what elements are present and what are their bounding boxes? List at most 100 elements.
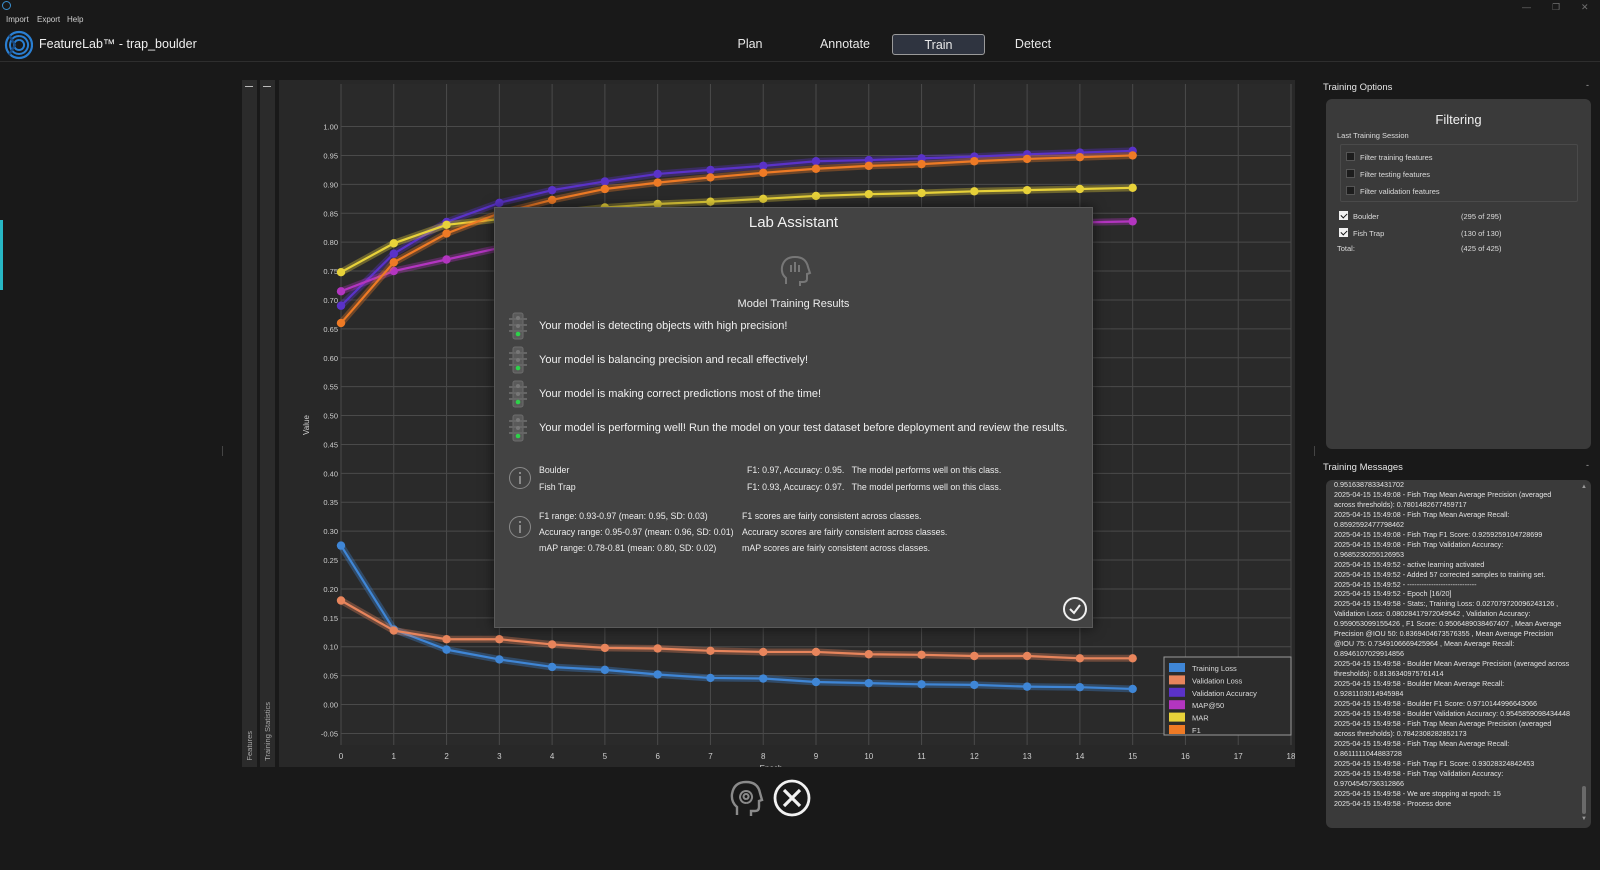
log-line: 2025-04-15 15:49:58 - Boulder F1 Score: … — [1334, 698, 1538, 708]
legend-label: Validation Loss — [1192, 676, 1243, 685]
stop-training-button[interactable] — [772, 778, 812, 818]
series-1 — [336, 596, 1137, 663]
data-point — [336, 268, 346, 277]
log-line: 2025-04-15 15:49:58 - Stats:, Training L… — [1334, 599, 1562, 659]
legend-label: MAP@50 — [1192, 701, 1224, 710]
data-point — [653, 169, 662, 179]
app-header: FeatureLab™ - trap_boulder Plan Annotate… — [0, 28, 1600, 62]
confirm-ok-button[interactable] — [1063, 597, 1087, 621]
y-tick-label: 0.65 — [323, 325, 338, 334]
collapse-messages-icon[interactable]: - — [1586, 460, 1589, 470]
minimize-icon[interactable]: — — [1522, 2, 1531, 12]
result-item: Your model is detecting objects with hig… — [507, 311, 1087, 341]
tab-annotate[interactable]: Annotate — [819, 37, 871, 51]
x-tick-label: 3 — [497, 752, 502, 761]
x-tick-label: 16 — [1181, 752, 1190, 761]
collapse-statistics-icon[interactable] — [263, 86, 271, 87]
data-point — [336, 287, 346, 296]
data-point — [389, 626, 398, 635]
x-tick-label: 15 — [1128, 752, 1137, 761]
scroll-up-icon[interactable]: ▲ — [1581, 484, 1587, 490]
menu-import[interactable]: Import — [6, 15, 29, 24]
data-point — [547, 185, 557, 195]
traffic-light-icon — [509, 312, 527, 340]
training-messages-log[interactable]: 0.9516387833431702 2025-04-15 15:49:08 - … — [1326, 480, 1591, 828]
data-point — [706, 646, 715, 655]
left-splitter-handle[interactable] — [222, 446, 223, 456]
x-tick-label: 7 — [708, 752, 713, 761]
x-tick-label: 17 — [1234, 752, 1243, 761]
result-item: Your model is making correct predictions… — [507, 379, 1087, 409]
series-line — [340, 186, 1133, 274]
menu-bar: Import Export Help — ❐ ✕ — [0, 0, 1600, 28]
tab-detect[interactable]: Detect — [1014, 37, 1052, 51]
featurelab-logo-icon — [4, 30, 33, 60]
last-session-label: Last Training Session — [1337, 131, 1409, 140]
tab-train[interactable]: Train — [892, 34, 985, 55]
data-point — [811, 191, 821, 201]
y-tick-label: 0.90 — [323, 180, 338, 189]
collapse-features-icon[interactable] — [245, 86, 253, 87]
x-tick-label: 12 — [970, 752, 979, 761]
filtering-card: Filtering Last Training Session Filter t… — [1326, 99, 1591, 449]
training-options-label: Training Options — [1323, 82, 1393, 93]
data-point — [811, 157, 821, 166]
data-point — [864, 650, 873, 659]
lab-assistant-button[interactable] — [728, 778, 764, 818]
data-point — [547, 662, 557, 672]
data-point — [1128, 654, 1137, 663]
data-point — [1075, 184, 1085, 194]
x-axis-label: Epoch — [760, 764, 783, 767]
legend-swatch — [1169, 675, 1185, 685]
series-line — [340, 545, 1133, 691]
right-splitter-handle[interactable] — [1314, 446, 1315, 456]
summary-range: Accuracy range: 0.95-0.97 (mean: 0.96, S… — [539, 527, 734, 537]
features-panel-strip[interactable]: Features — [242, 80, 257, 767]
x-tick-label: 0 — [339, 752, 344, 761]
messages-scrollbar[interactable]: ▲ ▼ — [1581, 484, 1587, 824]
data-point — [547, 195, 557, 205]
log-line: 2025-04-15 15:49:58 - Process done — [1334, 798, 1452, 808]
log-line: 2025-04-15 15:49:08 - Fish Trap F1 Score… — [1334, 529, 1543, 539]
data-point — [706, 165, 715, 175]
scroll-thumb[interactable] — [1582, 786, 1586, 814]
data-point — [1022, 154, 1032, 164]
data-point — [1075, 152, 1085, 162]
collapse-options-icon[interactable]: - — [1586, 80, 1589, 90]
menu-export[interactable]: Export — [37, 15, 61, 24]
x-tick-label: 5 — [603, 752, 608, 761]
tab-plan[interactable]: Plan — [737, 37, 763, 51]
training-statistics-strip-label: Training Statistics — [263, 702, 272, 761]
data-point — [811, 677, 821, 687]
x-tick-label: 18 — [1287, 752, 1295, 761]
close-window-icon[interactable]: ✕ — [1581, 2, 1589, 12]
y-tick-label: 0.30 — [323, 527, 338, 536]
app-small-logo-icon — [2, 1, 11, 10]
scroll-down-icon[interactable]: ▼ — [1581, 816, 1587, 822]
data-point — [706, 673, 715, 683]
x-tick-label: 10 — [864, 752, 873, 761]
log-line: 2025-04-15 15:49:08 - Fish Trap Mean Ave… — [1334, 489, 1552, 509]
data-point — [1022, 682, 1032, 691]
y-tick-label: 0.25 — [323, 556, 338, 565]
y-tick-label: 0.55 — [323, 383, 338, 392]
training-statistics-strip[interactable]: Training Statistics — [260, 80, 275, 767]
legend-label: F1 — [1192, 726, 1201, 735]
lab-assistant-dialog: Lab Assistant Model Training Results You… — [494, 207, 1093, 628]
restore-icon[interactable]: ❐ — [1552, 2, 1561, 12]
y-tick-label: 0.00 — [323, 701, 338, 710]
data-point — [389, 239, 398, 248]
data-point — [389, 249, 398, 258]
log-line: 2025-04-15 15:49:58 - Fish Trap Validati… — [1334, 768, 1504, 788]
left-accent-bar — [0, 220, 3, 290]
class-metrics: F1: 0.97, Accuracy: 0.95. The model perf… — [747, 465, 1002, 475]
y-tick-label: 0.95 — [323, 151, 338, 160]
x-tick-label: 11 — [917, 752, 926, 761]
log-line: 2025-04-15 15:49:52 - ------------------… — [1334, 579, 1477, 589]
y-tick-label: 0.80 — [323, 238, 338, 247]
menu-help[interactable]: Help — [67, 15, 84, 24]
filter-options-group — [1340, 144, 1578, 202]
log-line: 0.9516387833431702 — [1334, 480, 1404, 489]
series-line — [340, 599, 1133, 660]
data-point — [1128, 684, 1137, 694]
